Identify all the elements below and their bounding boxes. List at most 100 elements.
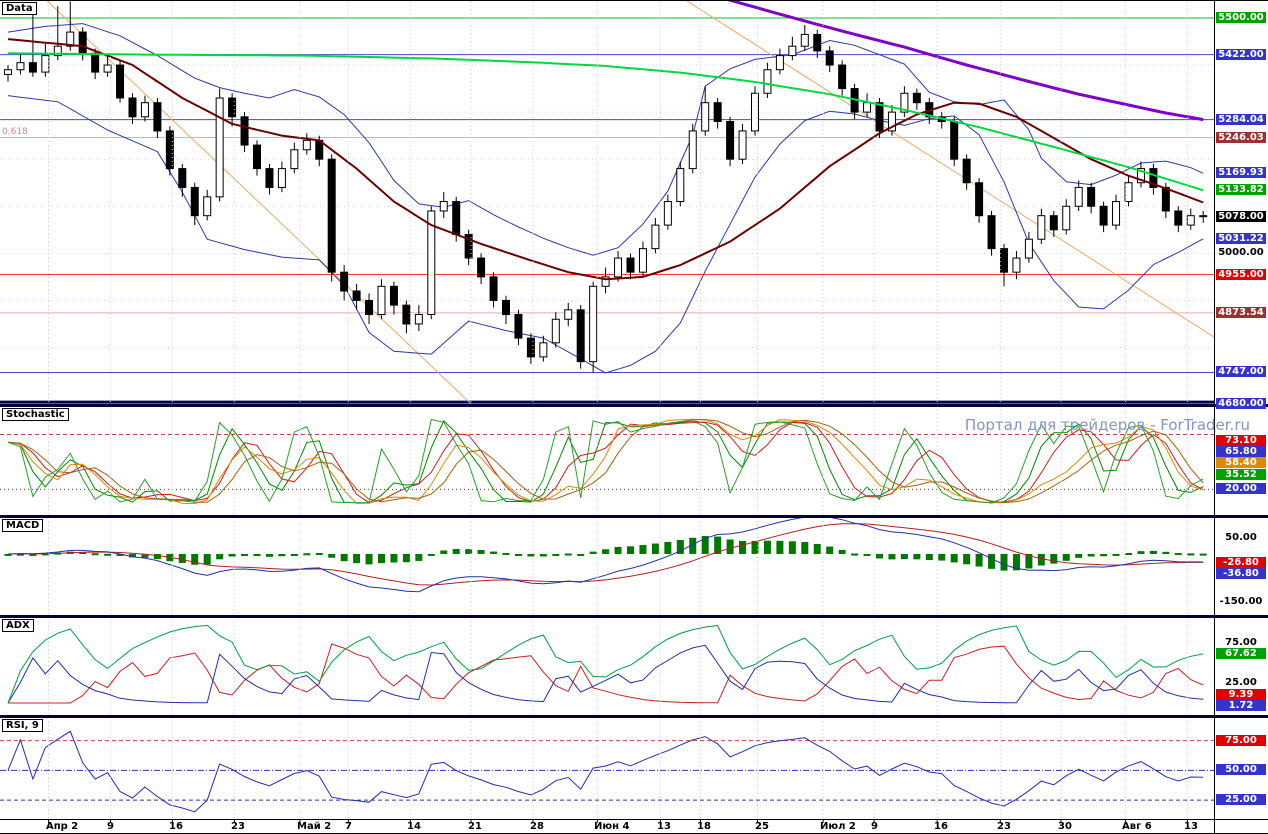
candle-up [302, 139, 311, 151]
candle-up [103, 64, 112, 73]
candle-down [327, 158, 336, 273]
candle-up [701, 102, 710, 132]
candle-down [28, 62, 37, 73]
candle-up [751, 92, 759, 132]
candle-up [1037, 215, 1046, 240]
candle-up [589, 285, 598, 363]
candle-up [800, 33, 809, 47]
candle-up [66, 31, 75, 47]
panel-header-adx[interactable]: ADX [2, 619, 34, 632]
candle-down [128, 97, 137, 118]
candle-up [614, 257, 623, 278]
candle-down [962, 158, 971, 184]
candle-up [1124, 182, 1133, 203]
candle-down [452, 201, 461, 236]
candle-down [526, 337, 535, 358]
panel-header-stochastic[interactable]: Stochastic [2, 408, 69, 421]
candle-up [601, 276, 610, 287]
candle-up [551, 318, 560, 344]
candle-down [950, 121, 959, 160]
candle-up [539, 342, 548, 358]
candle-down [576, 309, 585, 363]
candle-down [352, 290, 361, 301]
candle-down [253, 144, 261, 170]
candle-down [265, 168, 274, 188]
panel-header-data[interactable]: Data [2, 2, 37, 15]
candle-up [651, 224, 660, 250]
candle-down [402, 304, 411, 325]
candle-down [91, 52, 100, 73]
candle-up [414, 314, 423, 325]
panel-header-rsi[interactable]: RSI, 9 [2, 719, 43, 732]
candle-up [215, 97, 224, 198]
candle-down [1149, 168, 1158, 188]
candle-down [825, 50, 834, 66]
candle-down [178, 168, 187, 188]
candle-down [1174, 210, 1183, 226]
candle-up [377, 285, 386, 316]
candle-up [1024, 238, 1033, 259]
fib-level-label: 0.618 [2, 127, 28, 137]
candle-down [228, 97, 237, 118]
candle-down [987, 215, 996, 250]
candle-up [788, 45, 797, 57]
candle-down [1161, 186, 1170, 212]
candle-up [1112, 201, 1121, 226]
panel-header-macd[interactable]: MACD [2, 519, 44, 532]
watermark: Портал для трейдеров - ForTrader.ru [964, 416, 1250, 434]
candle-up [1136, 168, 1145, 184]
candle-up [738, 130, 747, 160]
candle-up [277, 168, 286, 188]
candle-up [887, 111, 896, 132]
candle-down [1087, 186, 1096, 207]
candle-down [340, 271, 349, 292]
candle-up [1186, 215, 1195, 226]
candle-down [477, 257, 486, 278]
candle-up [290, 149, 299, 170]
candle-down [1049, 215, 1058, 231]
candle-down [165, 130, 174, 170]
candle-down [464, 234, 473, 259]
candle-up [663, 201, 672, 226]
candle-up [203, 196, 212, 217]
candle-down [502, 299, 510, 316]
candle-down [116, 64, 125, 99]
candle-down [813, 33, 822, 52]
candle-down [389, 285, 398, 306]
candle-down [626, 257, 635, 273]
candle-up [676, 168, 685, 203]
candle-up [16, 62, 25, 71]
candle-down [153, 102, 162, 132]
candle-up [564, 309, 573, 320]
candle-down [726, 121, 735, 160]
candle-down [713, 102, 722, 123]
candle-up [427, 210, 436, 316]
candle-down [875, 102, 884, 132]
candle-down [514, 314, 523, 339]
candle-up [41, 55, 50, 73]
candle-up [439, 201, 448, 212]
candle-down [912, 92, 921, 104]
candle-up [1012, 257, 1021, 273]
candle-up [4, 69, 12, 75]
candle-up [900, 92, 909, 113]
candle-down [1199, 215, 1208, 218]
candle-down [975, 182, 984, 217]
candle-down [1000, 248, 1008, 273]
candle-up [140, 102, 149, 118]
candle-up [53, 45, 62, 57]
candle-down [1099, 205, 1108, 226]
candle-up [688, 130, 697, 170]
candle-down [838, 64, 847, 90]
candle-down [240, 116, 249, 146]
candle-up [775, 55, 784, 71]
candle-down [190, 186, 199, 217]
candle-up [1062, 205, 1071, 231]
candle-down [489, 276, 498, 301]
candle-up [763, 69, 772, 94]
candle-up [638, 248, 647, 273]
candle-up [1074, 186, 1083, 207]
candle-down [78, 31, 87, 54]
